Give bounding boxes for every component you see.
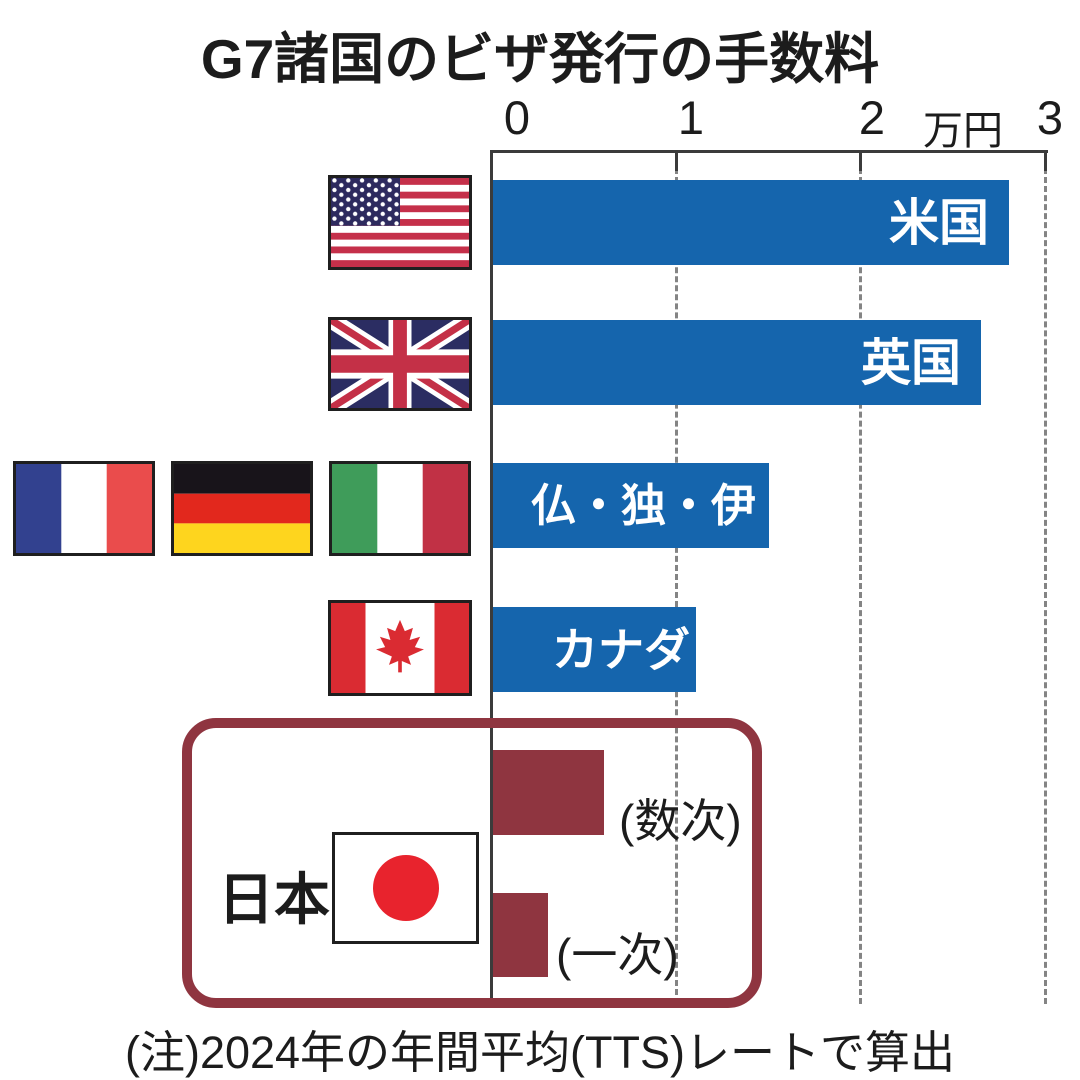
axis-tick-2: [859, 150, 862, 171]
axis-tick-label-0: 0: [503, 91, 531, 144]
bar-label-france-germany-italy: 仏・独・伊: [530, 480, 756, 531]
flag-usa-icon: [328, 175, 472, 270]
japan-group-label: 日本: [218, 868, 330, 931]
bar-japan-single-entry: [493, 893, 548, 977]
axis-tick-label-3: 3: [1036, 91, 1064, 144]
bar-france-germany-italy: 仏・独・伊: [493, 463, 769, 548]
flag-uk-icon: [328, 317, 472, 411]
axis-tick-3: [1044, 150, 1047, 171]
axis-tick-1: [675, 150, 678, 171]
gridline-3: [1044, 168, 1047, 1004]
flag-italy-icon: [329, 461, 471, 556]
bar-canada: カナダ: [493, 607, 696, 692]
flag-france-icon: [13, 461, 155, 556]
bar-uk: 英国: [493, 320, 981, 405]
axis-unit-label: 万円: [923, 109, 1003, 153]
japan-multiple-entry-label: (数次): [619, 795, 742, 847]
gridline-2: [859, 168, 862, 1004]
bar-label-uk: 英国: [861, 334, 961, 391]
japan-flag-sun-disc: [372, 855, 439, 921]
bar-japan-multiple-entry: [493, 750, 604, 835]
chart-frame-top-line: [491, 150, 1048, 153]
baseline-axis: [490, 150, 493, 998]
flag-japan-icon: [332, 832, 479, 944]
japan-group-box: [182, 718, 762, 1008]
flag-germany-icon: [171, 461, 313, 556]
gridline-1: [675, 168, 678, 1004]
footnote: (注)2024年の年間平均(TTS)レートで算出: [124, 1027, 956, 1078]
axis-tick-label-2: 2: [858, 91, 886, 144]
axis-tick-label-1: 1: [677, 91, 705, 144]
japan-single-entry-label: (一次): [556, 929, 679, 981]
bar-usa: 米国: [493, 180, 1009, 265]
bar-label-canada: カナダ: [552, 623, 690, 676]
flag-canada-icon: [328, 600, 472, 696]
chart-title: G7諸国のビザ発行の手数料: [200, 28, 880, 90]
bar-label-usa: 米国: [889, 194, 989, 251]
